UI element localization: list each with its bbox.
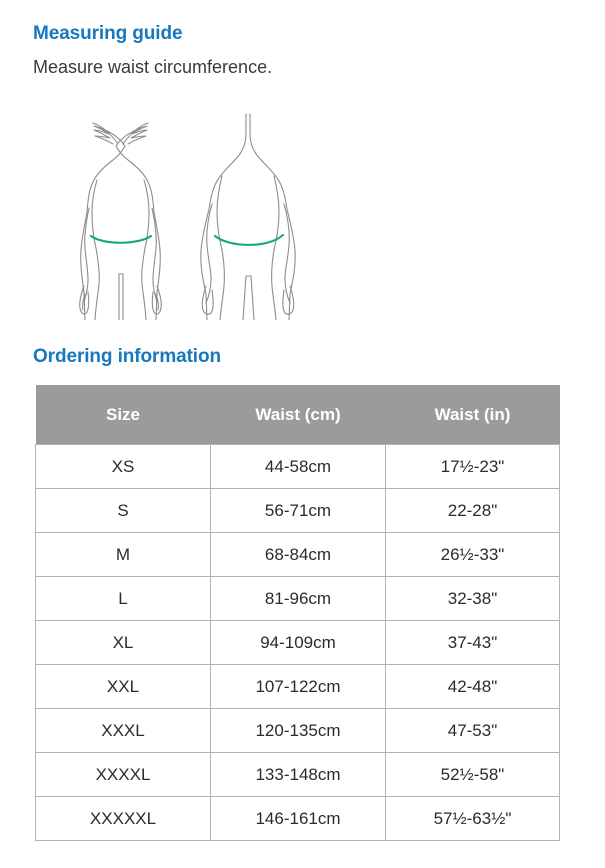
cell-waist-in: 17½-23" — [385, 444, 560, 489]
male-body-outline — [200, 113, 296, 320]
cell-waist-in: 42-48" — [385, 664, 560, 709]
cell-waist-cm: 81-96cm — [210, 576, 386, 621]
measuring-guide-heading: Measuring guide — [33, 23, 183, 44]
body-figures-illustration — [25, 88, 315, 320]
cell-size: XXXXXL — [35, 796, 211, 841]
cell-size: S — [35, 488, 211, 533]
table-row: XS 44-58cm 17½-23" — [35, 444, 560, 489]
cell-waist-cm: 107-122cm — [210, 664, 386, 709]
cell-waist-cm: 146-161cm — [210, 796, 386, 841]
table-row: XXL 107-122cm 42-48" — [35, 664, 560, 709]
size-chart-table: Size Waist (cm) Waist (in) XS 44-58cm 17… — [35, 385, 560, 841]
cell-size: XXXXL — [35, 752, 211, 797]
measure-instruction-text: Measure waist circumference. — [33, 57, 273, 77]
column-header-size: Size — [35, 385, 211, 445]
column-header-waist-in: Waist (in) — [385, 385, 560, 445]
cell-size: XXXL — [35, 708, 211, 753]
table-row: M 68-84cm 26½-33" — [35, 532, 560, 577]
male-waist-measure-line — [213, 233, 285, 246]
table-header-row: Size Waist (cm) Waist (in) — [35, 385, 560, 445]
body-figures-svg — [79, 113, 296, 320]
table-row: XXXL 120-135cm 47-53" — [35, 708, 560, 753]
cell-waist-in: 47-53" — [385, 708, 560, 753]
table-row: XL 94-109cm 37-43" — [35, 620, 560, 665]
size-chart-table-body: XS 44-58cm 17½-23" S 56-71cm 22-28" M 68… — [35, 444, 560, 841]
table-row: S 56-71cm 22-28" — [35, 488, 560, 533]
cell-waist-cm: 94-109cm — [210, 620, 386, 665]
cell-waist-cm: 68-84cm — [210, 532, 386, 577]
column-header-waist-cm: Waist (cm) — [210, 385, 386, 445]
cell-size: M — [35, 532, 211, 577]
table-row: XXXXXL 146-161cm 57½-63½" — [35, 796, 560, 841]
cell-waist-in: 32-38" — [385, 576, 560, 621]
cell-size: XXL — [35, 664, 211, 709]
cell-size: XL — [35, 620, 211, 665]
cell-waist-in: 57½-63½" — [385, 796, 560, 841]
female-waist-measure-line — [89, 234, 153, 244]
ordering-information-heading: Ordering information — [33, 346, 222, 367]
cell-waist-cm: 133-148cm — [210, 752, 386, 797]
cell-waist-in: 26½-33" — [385, 532, 560, 577]
cell-waist-cm: 44-58cm — [210, 444, 386, 489]
cell-size: XS — [35, 444, 211, 489]
cell-waist-in: 22-28" — [385, 488, 560, 533]
cell-waist-in: 52½-58" — [385, 752, 560, 797]
cell-size: L — [35, 576, 211, 621]
cell-waist-cm: 56-71cm — [210, 488, 386, 533]
table-row: XXXXL 133-148cm 52½-58" — [35, 752, 560, 797]
cell-waist-cm: 120-135cm — [210, 708, 386, 753]
cell-waist-in: 37-43" — [385, 620, 560, 665]
table-row: L 81-96cm 32-38" — [35, 576, 560, 621]
female-body-outline — [79, 122, 162, 320]
size-chart-table-head: Size Waist (cm) Waist (in) — [35, 385, 560, 445]
